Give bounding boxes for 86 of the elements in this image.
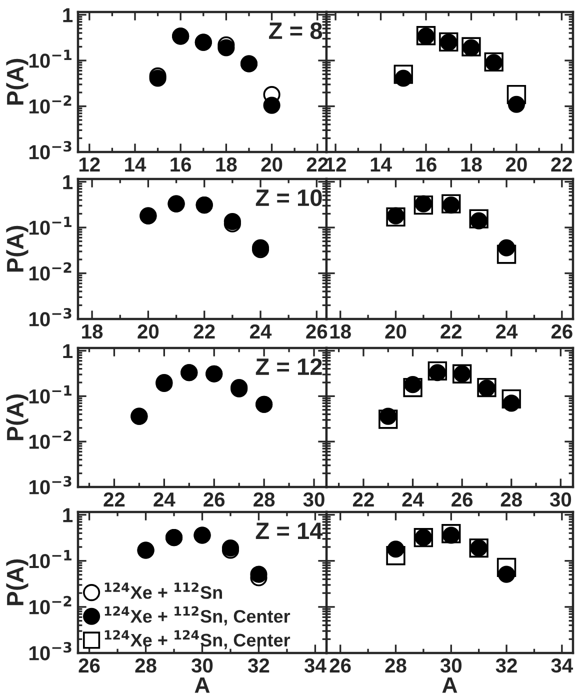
x-tick-label: 22 xyxy=(440,324,462,338)
point xyxy=(149,70,166,87)
x-tick-label: 24 xyxy=(250,324,272,338)
y-axis-title: P(A) xyxy=(6,559,28,606)
x-tick-label: 34 xyxy=(551,658,574,673)
x-tick-label: 20 xyxy=(138,324,159,339)
annotation: Z = 8 xyxy=(269,22,322,40)
x-tick-label: 18 xyxy=(330,324,351,339)
x-tick-label: 28 xyxy=(135,658,156,673)
x-tick-label: 18 xyxy=(82,324,103,339)
x-tick-label: 30 xyxy=(192,658,213,673)
y-tick-label: 1 xyxy=(63,508,73,522)
point xyxy=(498,566,516,583)
annotation: Z = 10 xyxy=(256,189,322,206)
point xyxy=(508,96,526,113)
y-tick-label: 10$^{−3}$ xyxy=(29,642,72,660)
point xyxy=(502,394,520,412)
point xyxy=(470,212,488,230)
point xyxy=(387,540,404,558)
annotation: Z = 14 xyxy=(256,522,323,539)
y-tick-label: 10$^{−1}$ xyxy=(29,550,72,568)
x-axis-title: A xyxy=(442,677,458,693)
y-tick-label: 1 xyxy=(63,344,73,358)
x-tick-label: 30 xyxy=(303,492,324,507)
x-tick-label: 26 xyxy=(551,324,572,339)
x-tick-label: 32 xyxy=(248,658,270,673)
x-tick-label: 22 xyxy=(306,157,328,172)
x-tick-label: 14 xyxy=(370,158,392,172)
x-tick-label: 22 xyxy=(551,157,572,172)
y-tick-label: 10$^{−2}$ xyxy=(29,262,72,281)
x-tick-label: 24 xyxy=(402,492,424,506)
point xyxy=(380,408,397,425)
point xyxy=(250,566,268,583)
y-tick-label: 10$^{−1}$ xyxy=(29,50,72,68)
y-tick-label: 1 xyxy=(63,175,73,190)
point xyxy=(498,239,516,256)
x-tick-label: 20 xyxy=(506,157,527,172)
y-tick-label: 10$^{−3}$ xyxy=(29,140,72,160)
x-tick-label: 30 xyxy=(440,658,462,673)
x-axis-title: A xyxy=(194,677,210,693)
x-tick-label: 16 xyxy=(170,157,192,172)
x-tick-label: 12 xyxy=(326,157,346,172)
x-tick-label: 28 xyxy=(500,492,522,507)
x-tick-label: 28 xyxy=(385,658,406,673)
x-tick-label: 18 xyxy=(216,157,237,172)
annotation: Z = 12 xyxy=(256,358,322,375)
x-tick-label: 12 xyxy=(79,157,100,172)
y-tick-label: 10$^{−2}$ xyxy=(29,430,72,449)
x-tick-label: 18 xyxy=(461,157,482,172)
x-tick-label: 26 xyxy=(204,492,225,507)
y-tick-label: 1 xyxy=(63,8,73,22)
point xyxy=(222,539,240,557)
x-tick-label: 22 xyxy=(194,324,215,338)
x-tick-label: 24 xyxy=(496,324,518,338)
text: $^{124}$Xe + $^{124}$Sn, Center xyxy=(104,630,290,650)
x-tick-label: 30 xyxy=(550,492,572,507)
point xyxy=(404,376,422,394)
legend-label: $^{124}$Xe + $^{112}$Sn xyxy=(104,582,222,599)
x-tick-label: 22 xyxy=(104,492,125,506)
y-tick-label: 10$^{−3}$ xyxy=(29,308,72,326)
x-tick-label: 26 xyxy=(78,658,100,673)
x-tick-label: 32 xyxy=(496,658,517,673)
point xyxy=(428,364,446,382)
x-tick-label: 24 xyxy=(154,492,176,506)
y-tick-label: 10$^{−1}$ xyxy=(29,385,72,404)
x-tick-label: 14 xyxy=(125,158,146,172)
x-tick-label: 16 xyxy=(416,157,436,172)
x-tick-label: 20 xyxy=(385,324,406,339)
point xyxy=(218,39,235,56)
y-axis-title: P(A) xyxy=(6,58,28,105)
x-tick-label: 28 xyxy=(254,492,275,507)
x-tick-label: 22 xyxy=(352,492,374,506)
x-tick-label: 26 xyxy=(330,658,351,673)
y-axis-title: P(A) xyxy=(6,394,28,440)
point xyxy=(394,70,412,87)
legend-label: $^{124}$Xe + $^{112}$Sn, Center xyxy=(104,606,290,626)
y-tick-label: 10$^{−3}$ xyxy=(29,476,72,494)
x-tick-label: 26 xyxy=(452,492,473,507)
x-tick-label: 34 xyxy=(304,658,326,673)
y-tick-label: 10$^{−1}$ xyxy=(29,216,72,235)
y-tick-label: 10$^{−2}$ xyxy=(29,95,72,114)
x-tick-label: 26 xyxy=(306,324,328,339)
y-tick-label: 10$^{−2}$ xyxy=(29,596,72,614)
y-axis-title: P(A) xyxy=(6,226,28,272)
x-tick-label: 20 xyxy=(261,157,282,172)
point xyxy=(263,96,280,114)
